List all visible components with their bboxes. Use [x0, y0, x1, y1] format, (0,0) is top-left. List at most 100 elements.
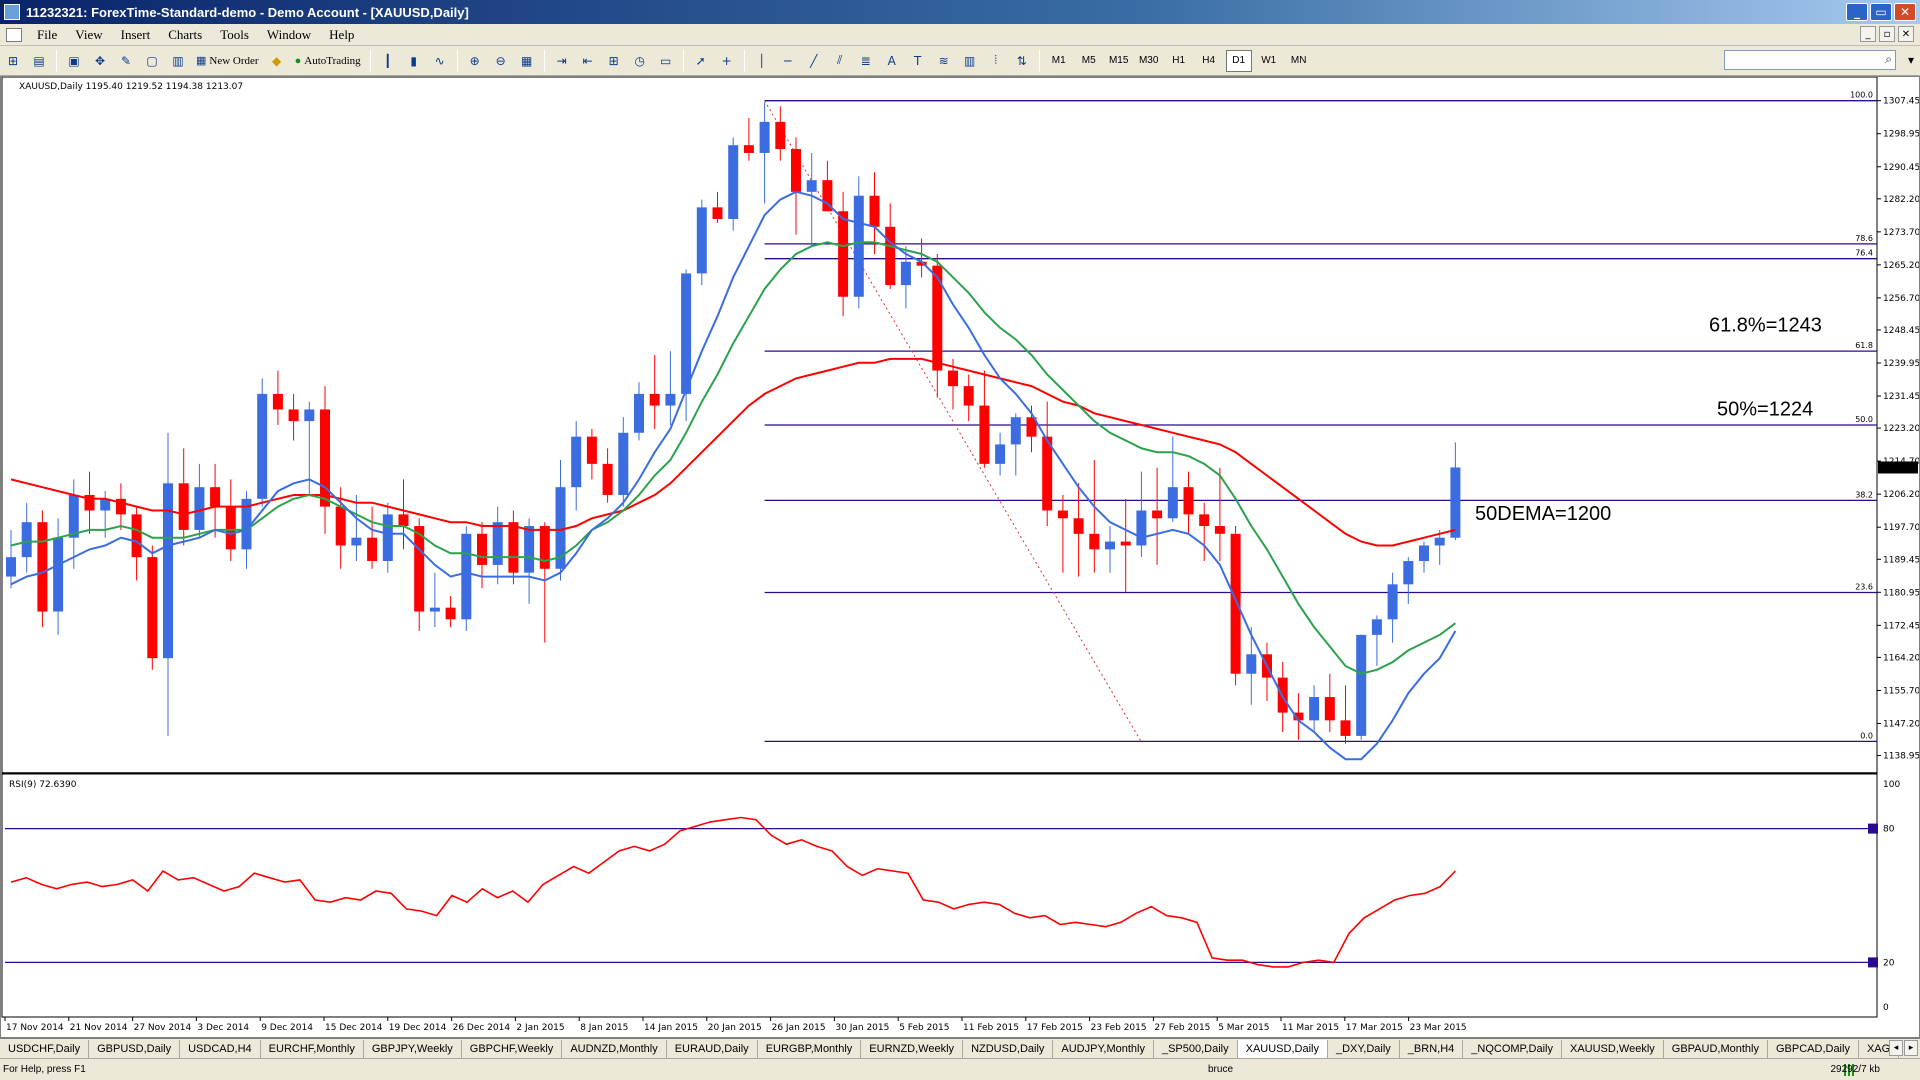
chart-tab[interactable]: AUDJPY,Monthly — [1053, 1039, 1154, 1058]
fib-fan-icon[interactable]: ≋ — [938, 53, 949, 68]
zoom-out-icon[interactable]: ⊖ — [495, 53, 506, 68]
vertical-line-icon[interactable]: │ — [758, 53, 766, 68]
tester-icon[interactable]: ▥ — [172, 53, 184, 68]
period-m30[interactable]: M30 — [1138, 55, 1159, 66]
candle-body — [618, 432, 629, 495]
close-button[interactable]: ✕ — [1894, 3, 1916, 21]
menu-insert[interactable]: Insert — [120, 26, 151, 42]
line-chart-icon[interactable]: ∿ — [434, 53, 445, 68]
child-restore-button[interactable]: ▫ — [1879, 26, 1895, 42]
chart-tab[interactable]: GBPCAD,Daily — [1768, 1039, 1859, 1058]
metaeditor-icon[interactable]: ◆ — [271, 53, 282, 68]
bar-chart-icon[interactable]: ┃ — [384, 53, 392, 68]
tab-scroll-left-icon[interactable]: ◂ — [1889, 1040, 1903, 1056]
candle-body — [1324, 697, 1335, 721]
terminal-icon[interactable]: ▢ — [146, 53, 158, 68]
chart-canvas[interactable]: 100.0 78.6 76.4 61.8 50.0 38.2 23.6 0.0 61.8%=1… — [1, 77, 1919, 1037]
chart-tab[interactable]: NZDUSD,Daily — [963, 1039, 1054, 1058]
market-watch-icon[interactable]: ▣ — [68, 53, 80, 68]
new-chart-icon[interactable]: ⊞ — [7, 53, 19, 68]
date-tick-label: 20 Jan 2015 — [708, 1023, 762, 1033]
tab-scroll-right-icon[interactable]: ▸ — [1904, 1040, 1918, 1056]
period-m5[interactable]: M5 — [1081, 55, 1096, 66]
templates-icon[interactable]: ▭ — [660, 53, 672, 68]
zoom-in-icon[interactable]: ⊕ — [469, 53, 480, 68]
new-order-button[interactable]: ▦ New Order — [193, 50, 262, 72]
period-mn[interactable]: MN — [1290, 55, 1307, 66]
period-d1[interactable]: D1 — [1225, 49, 1252, 72]
period-m15[interactable]: M15 — [1108, 55, 1129, 66]
chart-tab[interactable]: GBPJPY,Weekly — [364, 1039, 462, 1058]
child-close-button[interactable]: ✕ — [1898, 26, 1914, 42]
text-icon[interactable]: A — [887, 53, 896, 68]
chart-tab[interactable]: EURNZD,Weekly — [861, 1039, 964, 1058]
chart-tab[interactable]: XAUUSD,Weekly — [1562, 1039, 1664, 1058]
rsi-level-marker — [1868, 957, 1878, 968]
price-tick-label: 1172.45 — [1883, 621, 1919, 631]
trendline-icon[interactable]: ╱ — [810, 53, 818, 68]
candle-body — [571, 436, 582, 488]
chart-tab[interactable]: _DXY,Daily — [1328, 1039, 1400, 1058]
search-input[interactable] — [1724, 50, 1896, 70]
period-m1[interactable]: M1 — [1051, 55, 1066, 66]
menu-charts[interactable]: Charts — [168, 26, 203, 42]
menu-tools[interactable]: Tools — [220, 26, 249, 42]
candlestick-icon[interactable]: ▮ — [410, 53, 417, 68]
candle-body — [53, 537, 64, 612]
indicators-icon[interactable]: ⊞ — [608, 53, 619, 68]
toolbar-options-icon[interactable]: ▾ — [1907, 53, 1914, 67]
fib-time-icon[interactable]: ⦙ — [994, 53, 998, 67]
chart-tab[interactable]: _BRN,H4 — [1400, 1039, 1464, 1058]
autotrading-label: AutoTrading — [304, 54, 361, 67]
chart-shift-icon[interactable]: ⇤ — [582, 53, 593, 68]
fib-level-label: 0.0 — [1860, 731, 1873, 740]
chart-tab[interactable]: AUDNZD,Monthly — [562, 1039, 667, 1058]
gann-icon[interactable]: ▥ — [964, 53, 976, 68]
candle-body — [178, 483, 189, 530]
chart-tab[interactable]: _SP500,Daily — [1154, 1039, 1238, 1058]
chart-window[interactable]: 100.0 78.6 76.4 61.8 50.0 38.2 23.6 0.0 61.8%=1… — [0, 76, 1920, 1038]
date-tick-label: 17 Nov 2014 — [6, 1023, 64, 1033]
tile-windows-icon[interactable]: ▦ — [521, 53, 533, 68]
periods-icon[interactable]: ◷ — [634, 53, 645, 68]
navigator-icon[interactable]: ✎ — [120, 53, 132, 68]
candle-body — [634, 393, 644, 433]
minimize-button[interactable]: _ — [1846, 3, 1868, 21]
period-w1[interactable]: W1 — [1261, 55, 1277, 66]
crosshair-nav-icon[interactable]: ✥ — [94, 53, 106, 68]
channel-icon[interactable]: ⫽ — [837, 53, 843, 67]
child-minimize-button[interactable]: _ — [1860, 26, 1876, 42]
restore-button[interactable]: ▭ — [1870, 3, 1892, 21]
crosshair-icon[interactable]: + — [721, 53, 732, 68]
price-tick-label: 1189.45 — [1883, 555, 1919, 565]
period-h1[interactable]: H1 — [1172, 55, 1186, 66]
chart-tab[interactable]: _NQCOMP,Daily — [1463, 1039, 1562, 1058]
menu-view[interactable]: View — [75, 26, 103, 42]
date-tick-label: 27 Feb 2015 — [1154, 1023, 1210, 1033]
chart-tab[interactable]: XAUUSD,Daily — [1237, 1039, 1328, 1058]
chart-tab[interactable]: GBPUSD,Daily — [89, 1039, 181, 1058]
chart-tab[interactable]: EURCHF,Monthly — [261, 1039, 364, 1058]
auto-scroll-icon[interactable]: ⇥ — [556, 53, 567, 68]
chart-tab[interactable]: USDCHF,Daily — [0, 1039, 90, 1058]
period-h4[interactable]: H4 — [1202, 55, 1216, 66]
document-icon — [6, 27, 22, 42]
chart-tab[interactable]: GBPAUD,Monthly — [1664, 1039, 1768, 1058]
chart-tab[interactable]: EURGBP,Monthly — [758, 1039, 862, 1058]
arrows-icon[interactable]: ⇅ — [1016, 53, 1027, 68]
cursor-icon[interactable]: ➚ — [695, 53, 706, 68]
candle-body — [1152, 510, 1163, 519]
chart-tab[interactable]: GBPCHF,Weekly — [462, 1039, 563, 1058]
autotrading-button[interactable]: ● AutoTrading — [292, 50, 364, 72]
chart-tab[interactable]: USDCAD,H4 — [180, 1039, 261, 1058]
menu-help[interactable]: Help — [329, 26, 355, 42]
fibonacci-icon[interactable]: ≣ — [860, 53, 871, 68]
candle-body — [1183, 487, 1194, 515]
horizontal-line-icon[interactable]: ─ — [784, 53, 792, 68]
search-icon[interactable]: ⌕ — [1885, 52, 1892, 66]
text-label-icon[interactable]: T — [914, 53, 922, 68]
menu-window[interactable]: Window — [266, 26, 312, 42]
menu-file[interactable]: File — [37, 26, 58, 42]
profiles-icon[interactable]: ▤ — [33, 53, 45, 68]
chart-tab[interactable]: EURAUD,Daily — [667, 1039, 758, 1058]
